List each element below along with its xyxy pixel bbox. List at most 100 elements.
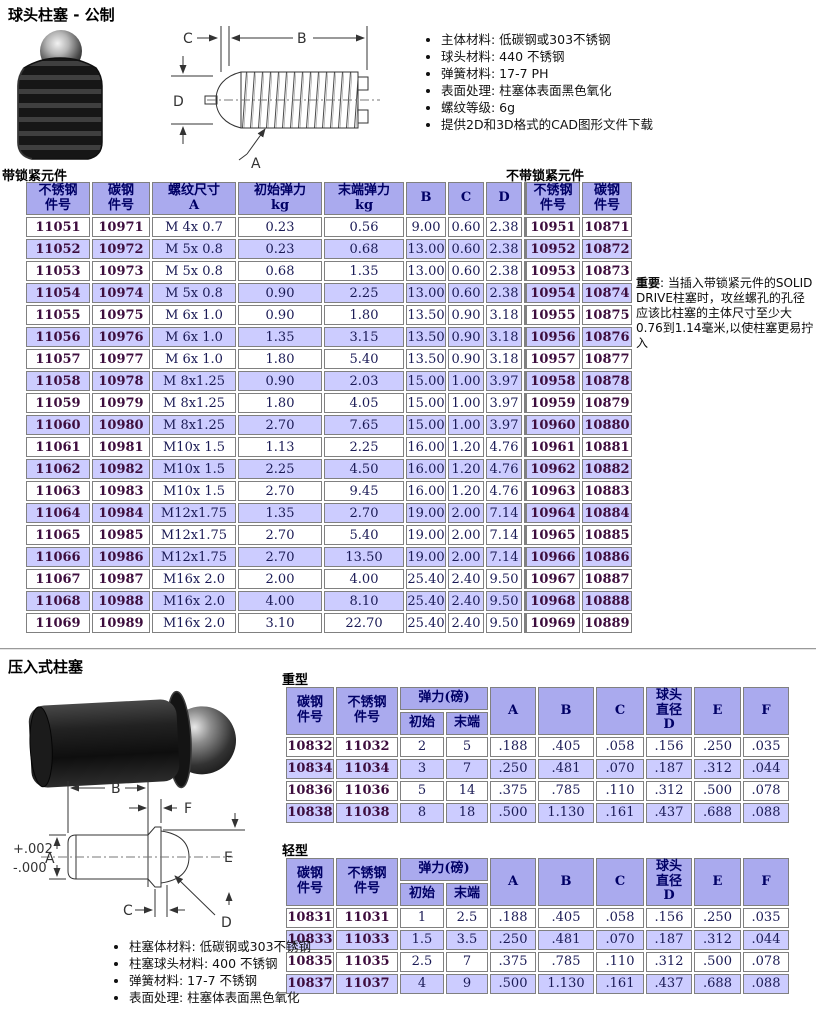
column-header: E bbox=[694, 687, 741, 735]
table-cell: 10834 bbox=[286, 758, 334, 779]
table-cell: .188 bbox=[490, 907, 536, 928]
column-header: 球头 直径 D bbox=[646, 687, 692, 735]
table-cell: 10976 bbox=[92, 327, 150, 348]
table-cell: 4.50 bbox=[324, 459, 404, 480]
column-header: 末端弹力 kg bbox=[324, 182, 404, 216]
column-header: 末端 bbox=[446, 711, 488, 735]
column-header: B bbox=[406, 182, 446, 216]
table-cell: 10832 bbox=[286, 736, 334, 757]
table-cell: 10969 bbox=[524, 613, 580, 634]
table-cell: 11036 bbox=[336, 780, 398, 801]
column-header: 初始 bbox=[400, 711, 444, 735]
header-row: 不锈钢 件号 碳钢 件号 螺纹尺寸 A 初始弹力 kg 末端弹力 kg B C … bbox=[26, 182, 632, 216]
table-row: 11068 10988 M16x 2.0 4.00 8.10 25.40 2.40 9.50 1… bbox=[26, 591, 632, 612]
table-cell: M16x 2.0 bbox=[152, 613, 236, 634]
table-cell: .250 bbox=[694, 907, 741, 928]
table-cell: .500 bbox=[490, 802, 536, 823]
table-cell: M16x 2.0 bbox=[152, 591, 236, 612]
column-header: 不锈钢 件号 bbox=[336, 687, 398, 735]
table-cell: 2.5 bbox=[446, 907, 488, 928]
table-cell: 11056 bbox=[26, 327, 90, 348]
table-row: 11059 10979 M 8x1.25 1.80 4.05 15.00 1.00 3.97 1… bbox=[26, 393, 632, 414]
table-cell: .187 bbox=[646, 758, 692, 779]
table-cell: 4.00 bbox=[238, 591, 322, 612]
table-cell: 7.14 bbox=[486, 503, 522, 524]
table-cell: 11057 bbox=[26, 349, 90, 370]
table-cell: .437 bbox=[646, 802, 692, 823]
table-cell: 3 bbox=[400, 758, 444, 779]
table-cell: 2.70 bbox=[324, 503, 404, 524]
column-header: 碳钢 件号 bbox=[582, 182, 632, 216]
table-cell: 11031 bbox=[336, 907, 398, 928]
table-cell: 19.00 bbox=[406, 525, 446, 546]
table-cell: 10979 bbox=[92, 393, 150, 414]
table-cell: 1.35 bbox=[324, 261, 404, 282]
table-row: 10835 11035 2.5 7.375.785.110.312.500.078 bbox=[286, 951, 789, 972]
table-cell: 13.50 bbox=[324, 547, 404, 568]
table-row: 11066 10986 M12x1.75 2.70 13.50 19.00 2.00 7.14… bbox=[26, 547, 632, 568]
metric-ball-plunger-table: 不锈钢 件号 碳钢 件号 螺纹尺寸 A 初始弹力 kg 末端弹力 kg B C … bbox=[24, 180, 634, 635]
table-cell: M12x1.75 bbox=[152, 503, 236, 524]
table-cell: 1.20 bbox=[448, 437, 484, 458]
table-cell: 10983 bbox=[92, 481, 150, 502]
table-cell: 10881 bbox=[582, 437, 632, 458]
table-cell: 15.00 bbox=[406, 415, 446, 436]
table-cell: 11069 bbox=[26, 613, 90, 634]
list-item: 柱塞体材料: 低碳钢或303不锈钢 bbox=[129, 938, 399, 955]
table-cell: 3.97 bbox=[486, 371, 522, 392]
table-cell: M16x 2.0 bbox=[152, 569, 236, 590]
table-cell: 10885 bbox=[582, 525, 632, 546]
table-cell: 13.50 bbox=[406, 305, 446, 326]
column-header: D bbox=[486, 182, 522, 216]
column-header: F bbox=[743, 687, 789, 735]
table-cell: .688 bbox=[694, 973, 741, 994]
table-cell: 3.97 bbox=[486, 415, 522, 436]
table-cell: 11058 bbox=[26, 371, 90, 392]
table-cell: 13.50 bbox=[406, 349, 446, 370]
table-cell: 11052 bbox=[26, 239, 90, 260]
tolerance-minus: -.000 bbox=[13, 861, 47, 876]
press-section-title: 压入式柱塞 bbox=[8, 658, 84, 676]
table-cell: .481 bbox=[538, 758, 594, 779]
table-row: 11056 10976 M 6x 1.0 1.35 3.15 13.50 0.90 3.18 1… bbox=[26, 327, 632, 348]
table-cell: 2.70 bbox=[238, 415, 322, 436]
table-cell: 16.00 bbox=[406, 437, 446, 458]
table-cell: 10882 bbox=[582, 459, 632, 480]
dim-label-a: A bbox=[45, 851, 55, 867]
table-cell: M 5x 0.8 bbox=[152, 261, 236, 282]
table-row: 11055 10975 M 6x 1.0 0.90 1.80 13.50 0.90 3.18 1… bbox=[26, 305, 632, 326]
table-row: 10836 11036 5 14.375.785.110.312.500.078 bbox=[286, 780, 789, 801]
table-cell: 10876 bbox=[582, 327, 632, 348]
table-cell: M 6x 1.0 bbox=[152, 349, 236, 370]
table-cell: .437 bbox=[646, 973, 692, 994]
table-cell: 2.25 bbox=[238, 459, 322, 480]
table-cell: 9 bbox=[446, 973, 488, 994]
table-cell: .405 bbox=[538, 736, 594, 757]
table-cell: 10963 bbox=[524, 481, 580, 502]
table-cell: .078 bbox=[743, 780, 789, 801]
table-cell: .785 bbox=[538, 951, 594, 972]
table-cell: .110 bbox=[596, 951, 644, 972]
table-row: 11062 10982 M10x 1.5 2.25 4.50 16.00 1.20 4.76 1… bbox=[26, 459, 632, 480]
table-cell: 2.38 bbox=[486, 239, 522, 260]
list-item: 柱塞球头材料: 400 不锈钢 bbox=[129, 955, 399, 972]
table-cell: 10880 bbox=[582, 415, 632, 436]
column-header: 碳钢 件号 bbox=[92, 182, 150, 216]
table-cell: 10962 bbox=[524, 459, 580, 480]
table-cell: 19.00 bbox=[406, 547, 446, 568]
table-cell: .250 bbox=[694, 736, 741, 757]
table-cell: 10888 bbox=[582, 591, 632, 612]
light-duty-label: 轻型 bbox=[282, 844, 309, 859]
table-cell: 3.10 bbox=[238, 613, 322, 634]
table-cell: 10879 bbox=[582, 393, 632, 414]
list-item: 主体材料: 低碳钢或303不锈钢 bbox=[441, 31, 663, 48]
table-cell: 10871 bbox=[582, 217, 632, 238]
table-cell: 9.50 bbox=[486, 569, 522, 590]
table-cell: 18 bbox=[446, 802, 488, 823]
table-cell: 10968 bbox=[524, 591, 580, 612]
table-cell: 10966 bbox=[524, 547, 580, 568]
table-cell: 10838 bbox=[286, 802, 334, 823]
dim-label-b: B bbox=[297, 31, 307, 47]
table-cell: 10982 bbox=[92, 459, 150, 480]
table-cell: 2.70 bbox=[238, 547, 322, 568]
